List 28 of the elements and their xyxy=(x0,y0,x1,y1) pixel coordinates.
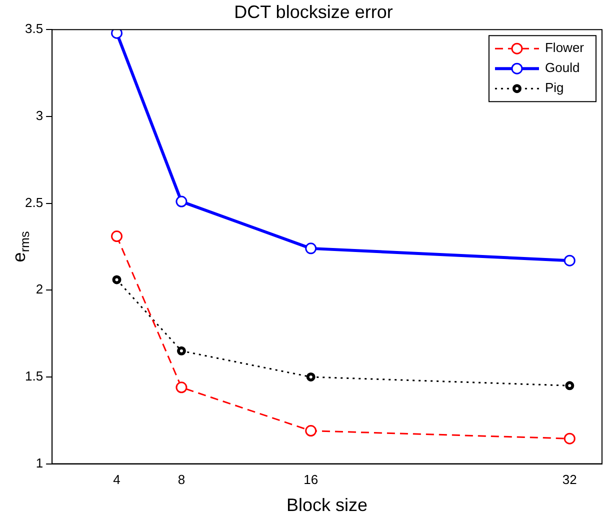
y-tick-label: 3 xyxy=(36,108,44,124)
y-tick-label: 1.5 xyxy=(24,368,44,384)
y-tick-label: 2 xyxy=(36,282,44,297)
y-axis-title: erms xyxy=(8,231,32,262)
legend-label: Flower xyxy=(544,40,585,56)
point xyxy=(176,382,188,394)
point xyxy=(176,346,186,356)
point xyxy=(564,432,576,444)
point xyxy=(305,425,317,437)
x-tick-label: 8 xyxy=(178,472,186,488)
x-tick-label: 16 xyxy=(304,472,318,488)
x-axis-title: Block size xyxy=(286,495,368,516)
legend-label: Pig xyxy=(544,80,564,96)
y-tick-label: 1 xyxy=(36,455,44,470)
point xyxy=(112,275,122,284)
x-tick-label: 32 xyxy=(562,472,577,488)
point xyxy=(565,381,574,390)
point xyxy=(306,372,316,382)
point xyxy=(111,30,123,39)
y-tick-label: 2.5 xyxy=(24,194,44,210)
point xyxy=(111,230,123,242)
point xyxy=(305,242,317,254)
legend-label: Gould xyxy=(544,60,580,76)
x-tick-label: 4 xyxy=(113,472,120,488)
y-tick-label: 3.5 xyxy=(24,21,44,36)
point xyxy=(176,196,188,208)
point xyxy=(564,254,576,266)
chart-title: DCT blocksize error xyxy=(234,2,393,22)
